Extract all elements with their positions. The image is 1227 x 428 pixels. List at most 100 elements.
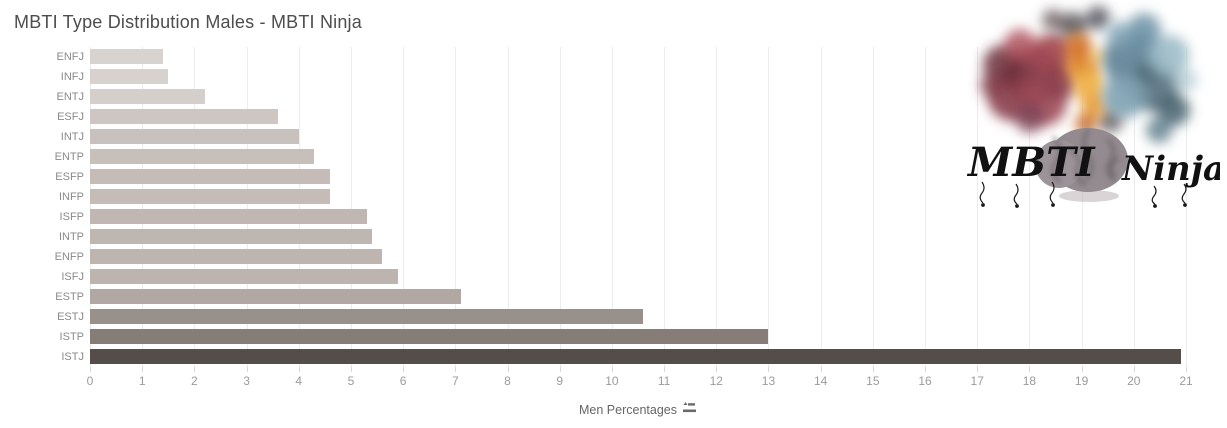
y-axis-label-enfp: ENFP: [54, 251, 84, 263]
bar-row-esfp: [90, 167, 1186, 187]
bar-entp[interactable]: [90, 149, 315, 164]
gridline: [246, 47, 248, 367]
gridline: [298, 47, 300, 367]
x-tick-label-20: 20: [1127, 374, 1141, 388]
x-tick-label-4: 4: [295, 374, 303, 388]
bar-enfp[interactable]: [90, 249, 383, 264]
gridline: [820, 47, 822, 367]
gridline: [1186, 47, 1187, 367]
bar-istp[interactable]: [90, 329, 769, 344]
gridline: [925, 47, 927, 367]
gridline: [194, 47, 196, 367]
bar-row-intj: [90, 127, 1186, 147]
gridline: [350, 47, 352, 367]
x-tick-label-15: 15: [866, 374, 880, 388]
gridline: [1081, 47, 1083, 367]
x-tick-mark: [1186, 367, 1187, 372]
bar-isfp[interactable]: [90, 209, 367, 224]
y-axis-label-isfp: ISFP: [59, 211, 84, 223]
y-axis-label-estj: ESTJ: [57, 311, 84, 323]
bar-estj[interactable]: [90, 309, 644, 324]
bar-row-isfp: [90, 207, 1186, 227]
x-tick-mark: [977, 367, 979, 372]
bar-entj[interactable]: [90, 89, 205, 104]
x-tick-label-6: 6: [399, 374, 407, 388]
x-tick-label-8: 8: [504, 374, 511, 388]
y-axis-label-enfj: ENFJ: [56, 51, 85, 63]
x-tick-label-18: 18: [1022, 374, 1037, 388]
gridline: [455, 47, 457, 367]
gridline: [611, 47, 613, 367]
x-tick-mark: [194, 367, 196, 372]
bar-row-infj: [90, 67, 1186, 87]
gridline: [716, 47, 718, 367]
bar-row-istp: [90, 327, 1186, 347]
gridline: [977, 47, 979, 367]
chart-title: MBTI Type Distribution Males - MBTI Ninj…: [14, 12, 362, 32]
x-tick-mark: [925, 367, 927, 372]
y-axis-label-intj: INTJ: [60, 131, 84, 143]
bar-row-istj: [90, 347, 1186, 367]
gridline: [507, 47, 509, 367]
bar-intp[interactable]: [90, 229, 372, 244]
bar-row-entp: [90, 147, 1186, 167]
y-axis-label-istj: ISTJ: [61, 351, 84, 363]
bar-estp[interactable]: [90, 289, 461, 304]
gridline: [664, 47, 666, 367]
gridline: [1133, 47, 1135, 367]
bar-infp[interactable]: [90, 189, 331, 204]
x-tick-label-0: 0: [86, 374, 94, 388]
x-tick-mark: [142, 367, 144, 372]
bar-infj[interactable]: [90, 69, 169, 84]
x-tick-label-19: 19: [1074, 374, 1089, 388]
sort-ascending-icon[interactable]: [682, 402, 697, 417]
x-tick-label-7: 7: [451, 374, 459, 388]
x-tick-label-1: 1: [138, 374, 146, 388]
bar-intj[interactable]: [90, 129, 299, 144]
x-tick-mark: [1081, 367, 1083, 372]
x-axis-title-label: Men Percentages: [579, 402, 677, 417]
x-tick-label-10: 10: [605, 374, 619, 388]
bar-row-estp: [90, 287, 1186, 307]
bar-row-intp: [90, 227, 1186, 247]
x-tick-label-14: 14: [813, 374, 828, 388]
red-smoke-cloud: [980, 29, 1078, 133]
x-tick-mark: [820, 367, 822, 372]
x-tick-mark: [716, 367, 718, 372]
x-tick-mark: [611, 367, 613, 372]
x-tick-label-5: 5: [347, 374, 355, 388]
bar-row-infp: [90, 187, 1186, 207]
y-axis-label-estp: ESTP: [55, 291, 84, 303]
gridline: [872, 47, 874, 367]
logo-text-mbti: MBTI: [966, 139, 1096, 186]
x-tick-mark: [403, 367, 405, 372]
y-axis-label-infj: INFJ: [60, 71, 84, 83]
x-axis-title: Men Percentages: [90, 402, 1186, 417]
y-axis-label-istp: ISTP: [59, 331, 84, 343]
brain-smoke-illustration: MBTI Ninja: [966, 6, 1225, 208]
x-axis: 0 1 2 3 4 5 6 7 8 9 10 11 12 13 14 15 16 17 18 19 20 21: [87, 367, 1193, 391]
bar-enfj[interactable]: [90, 49, 164, 64]
bar-isfj[interactable]: [90, 269, 398, 284]
x-tick-mark: [872, 367, 874, 372]
brain-icon: [1035, 128, 1128, 202]
bar-row-isfj: [90, 267, 1186, 287]
gridline: [768, 47, 770, 367]
x-tick-mark: [455, 367, 457, 372]
bar-row-estj: [90, 307, 1186, 327]
x-tick-label-11: 11: [657, 374, 671, 388]
logo-flourishes: [979, 181, 1187, 208]
bar-esfj[interactable]: [90, 109, 278, 124]
x-tick-label-13: 13: [761, 374, 776, 388]
bar-istj[interactable]: [90, 349, 1181, 364]
y-axis-label-entp: ENTP: [54, 151, 84, 163]
x-tick-label-21: 21: [1179, 374, 1193, 388]
bar-row-esfj: [90, 107, 1186, 127]
x-tick-mark: [350, 367, 352, 372]
bar-esfp[interactable]: [90, 169, 331, 184]
x-tick-mark: [246, 367, 248, 372]
bar-row-entj: [90, 87, 1186, 107]
x-tick-mark: [768, 367, 770, 372]
gridline: [90, 47, 91, 367]
